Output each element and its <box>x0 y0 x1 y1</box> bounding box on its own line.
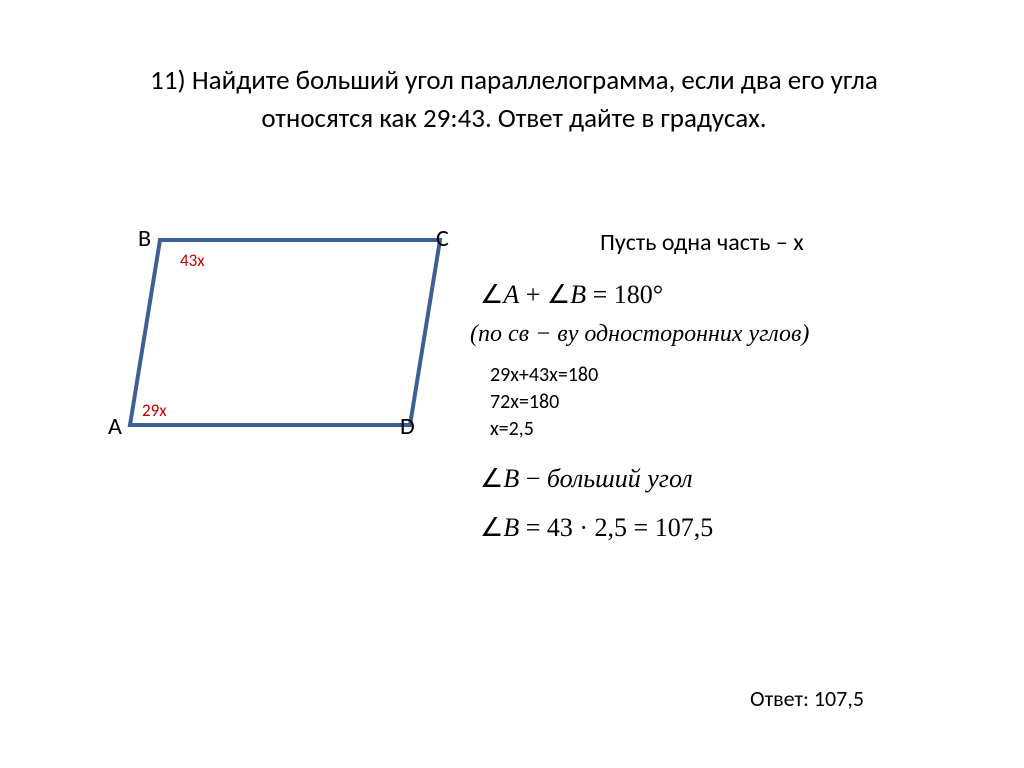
reason-note: (по св − ву односторонних углов) <box>470 321 990 348</box>
final-computation: ∠B = 43 · 2,5 = 107,5 <box>480 508 990 548</box>
parallelogram-diagram: B C A D 43x 29x <box>100 220 460 460</box>
vertex-B: B <box>138 224 151 253</box>
vertex-A: A <box>108 412 122 441</box>
answer-line: Ответ: 107,5 <box>750 685 864 712</box>
problem-statement: 11) Найдите больший угол параллелограмма… <box>94 62 934 138</box>
angle-label-B: 43x <box>180 250 205 271</box>
bigger-angle-statement: ∠B − больший угол <box>480 459 990 499</box>
problem-number: 11) <box>150 64 186 97</box>
calc-line-1: 29x+43x=180 <box>490 362 990 389</box>
solution-area: Пусть одна часть – x ∠A + ∠B = 180° (по … <box>470 228 990 548</box>
parallelogram-shape <box>130 240 440 425</box>
calc-line-2: 72x=180 <box>490 389 990 416</box>
answer-label: Ответ: <box>750 685 809 712</box>
let-one-part: Пусть одна часть – x <box>600 228 990 257</box>
vertex-D: D <box>400 412 415 441</box>
problem-text: Найдите больший угол параллелограмма, ес… <box>192 64 878 135</box>
calculation-block: 29x+43x=180 72x=180 x=2,5 <box>470 362 990 443</box>
vertex-C: C <box>436 224 449 253</box>
angle-sum-equation: ∠A + ∠B = 180° <box>480 275 990 315</box>
answer-value: 107,5 <box>814 685 864 712</box>
calc-line-3: x=2,5 <box>490 416 990 443</box>
angle-label-A: 29x <box>142 400 167 421</box>
